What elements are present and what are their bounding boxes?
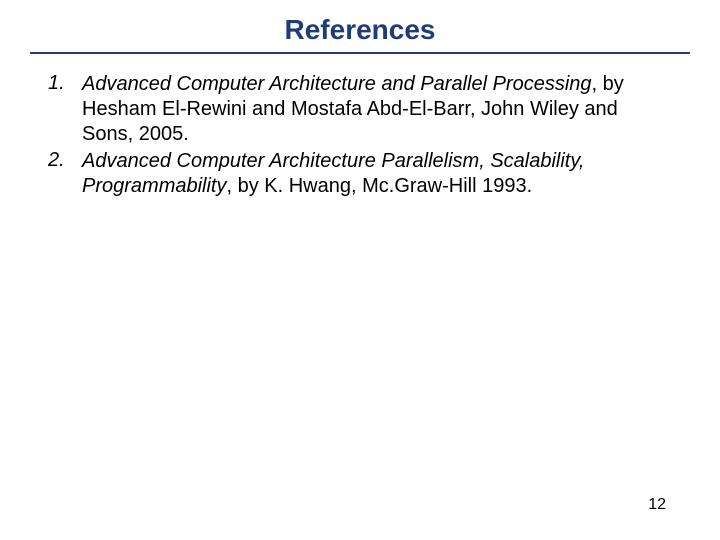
references-list: Advanced Computer Architecture and Paral… <box>48 72 672 199</box>
reference-book-title: Advanced Computer Architecture and Paral… <box>82 73 592 95</box>
reference-details: , by K. Hwang, Mc.Graw-Hill 1993. <box>226 175 532 197</box>
reference-text: Advanced Computer Architecture Paralleli… <box>82 149 672 199</box>
content-area: Advanced Computer Architecture and Paral… <box>0 54 720 199</box>
reference-item: Advanced Computer Architecture Paralleli… <box>48 149 672 199</box>
slide-title: References <box>0 14 720 52</box>
reference-text: Advanced Computer Architecture and Paral… <box>82 72 672 147</box>
reference-item: Advanced Computer Architecture and Paral… <box>48 72 672 147</box>
title-area: References <box>0 0 720 54</box>
page-number: 12 <box>648 496 666 514</box>
